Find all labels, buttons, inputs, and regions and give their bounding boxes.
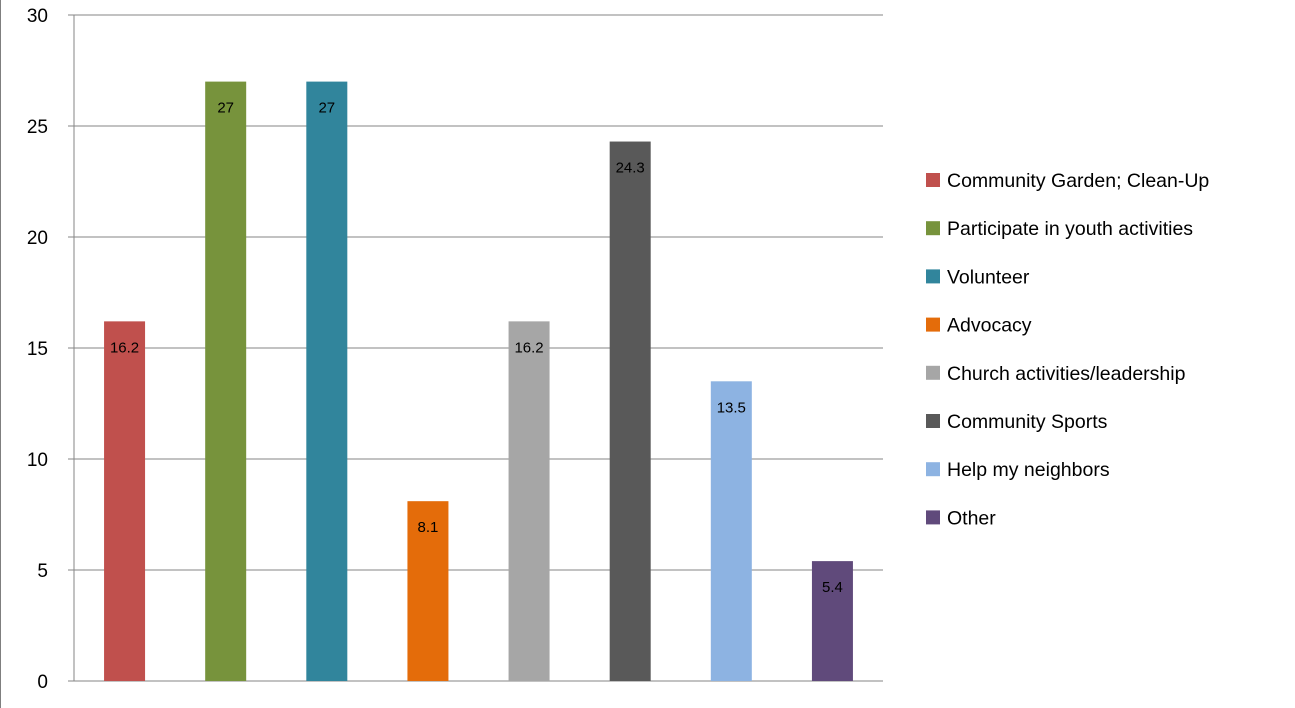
bar-5 [508,321,550,681]
bars [104,81,853,682]
y-tick-label: 5 [37,561,48,582]
bar-7 [710,381,752,681]
legend-swatch-4 [926,317,940,332]
legend-label-3: Volunteer [947,266,1030,288]
y-tick-label: 10 [27,450,48,471]
legend-swatch-7 [926,462,940,477]
legend-swatch-8 [926,510,940,525]
y-tick-label: 15 [27,339,48,360]
bar-4 [407,501,449,681]
y-tick-label: 25 [27,117,48,138]
bar-2 [205,81,247,682]
data-label-4: 8.1 [418,519,439,536]
data-label-5: 16.2 [514,339,543,356]
data-labels: 16.2 27 27 8.1 16.2 24.3 13.5 5.4 [110,100,843,597]
y-tick-label: 20 [27,228,48,249]
legend-label-5: Church activities/leadership [947,363,1186,385]
bar-1 [104,321,146,681]
bar-3 [306,81,348,682]
data-label-3: 27 [318,100,335,117]
legend-label-1: Community Garden; Clean-Up [947,170,1209,192]
gridlines [74,14,883,571]
data-label-6: 24.3 [616,160,645,177]
y-tick-label: 30 [27,6,48,27]
legend-label-2: Participate in youth activities [947,218,1193,240]
legend-label-8: Other [947,507,996,529]
data-label-1: 16.2 [110,339,139,356]
legend-swatch-1 [926,173,940,187]
legend-label-4: Advocacy [947,315,1032,337]
data-label-8: 5.4 [822,579,843,596]
data-label-2: 27 [217,100,234,117]
legend-swatch-3 [926,269,940,284]
bar-6 [609,141,651,682]
legend-swatch-2 [926,221,940,236]
y-tick-label: 0 [37,672,48,693]
legend-label-6: Community Sports [947,411,1108,433]
legend-swatch-5 [926,365,940,380]
legend: Community Garden; Clean-Up Participate in… [926,170,1209,529]
axes: 0 5 10 15 20 25 30 [27,6,883,693]
legend-swatch-6 [926,414,940,428]
bar-8 [811,561,853,681]
data-label-7: 13.5 [717,399,746,416]
legend-label-7: Help my neighbors [947,459,1110,481]
